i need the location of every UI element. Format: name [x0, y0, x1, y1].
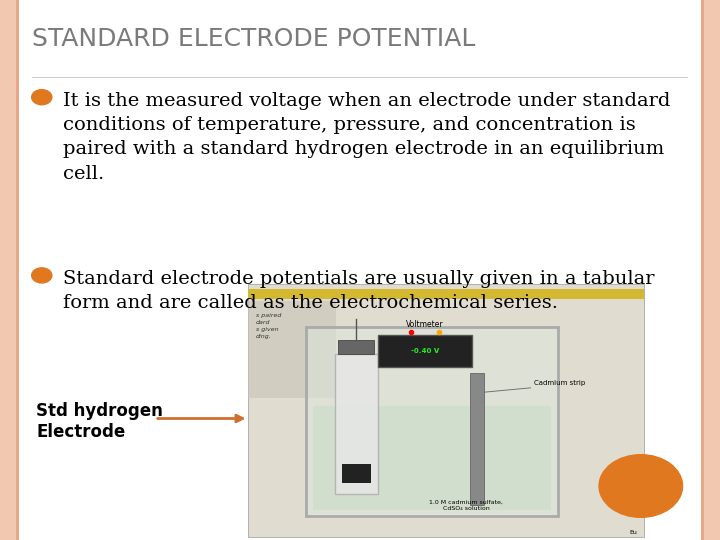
- Bar: [32, 77, 688, 78]
- Bar: [335, 354, 378, 494]
- Text: Voltmeter: Voltmeter: [406, 320, 444, 329]
- Bar: [313, 406, 551, 510]
- Bar: [378, 335, 472, 367]
- Text: Standard electrode potentials are usually given in a tabular
form and are called: Standard electrode potentials are usuall…: [63, 270, 654, 312]
- Text: Std hydrogen
Electrode: Std hydrogen Electrode: [36, 402, 163, 441]
- Bar: [248, 289, 644, 299]
- Circle shape: [32, 268, 52, 283]
- Text: Cadmium strip: Cadmium strip: [534, 380, 585, 386]
- Bar: [342, 464, 371, 483]
- Bar: [16, 0, 19, 540]
- Text: STANDARD ELECTRODE POTENTIAL: STANDARD ELECTRODE POTENTIAL: [32, 27, 476, 51]
- Text: -0.40 V: -0.40 V: [410, 348, 439, 354]
- Text: Eu: Eu: [629, 530, 637, 535]
- Text: It is the measured voltage when an electrode under standard
conditions of temper: It is the measured voltage when an elect…: [63, 92, 670, 183]
- Circle shape: [32, 90, 52, 105]
- Bar: [248, 301, 336, 397]
- Text: 1.0 M cadmium sulfate,
CdSO₄ solution: 1.0 M cadmium sulfate, CdSO₄ solution: [429, 500, 503, 511]
- Bar: [306, 327, 558, 516]
- Bar: [338, 340, 374, 354]
- Bar: [248, 284, 644, 537]
- Bar: [306, 327, 558, 516]
- Bar: [0, 0, 16, 540]
- Circle shape: [599, 455, 683, 517]
- Bar: [704, 0, 720, 540]
- Bar: [469, 373, 484, 505]
- Text: s paired
dard
s given
ding.: s paired dard s given ding.: [256, 313, 281, 339]
- Bar: [701, 0, 704, 540]
